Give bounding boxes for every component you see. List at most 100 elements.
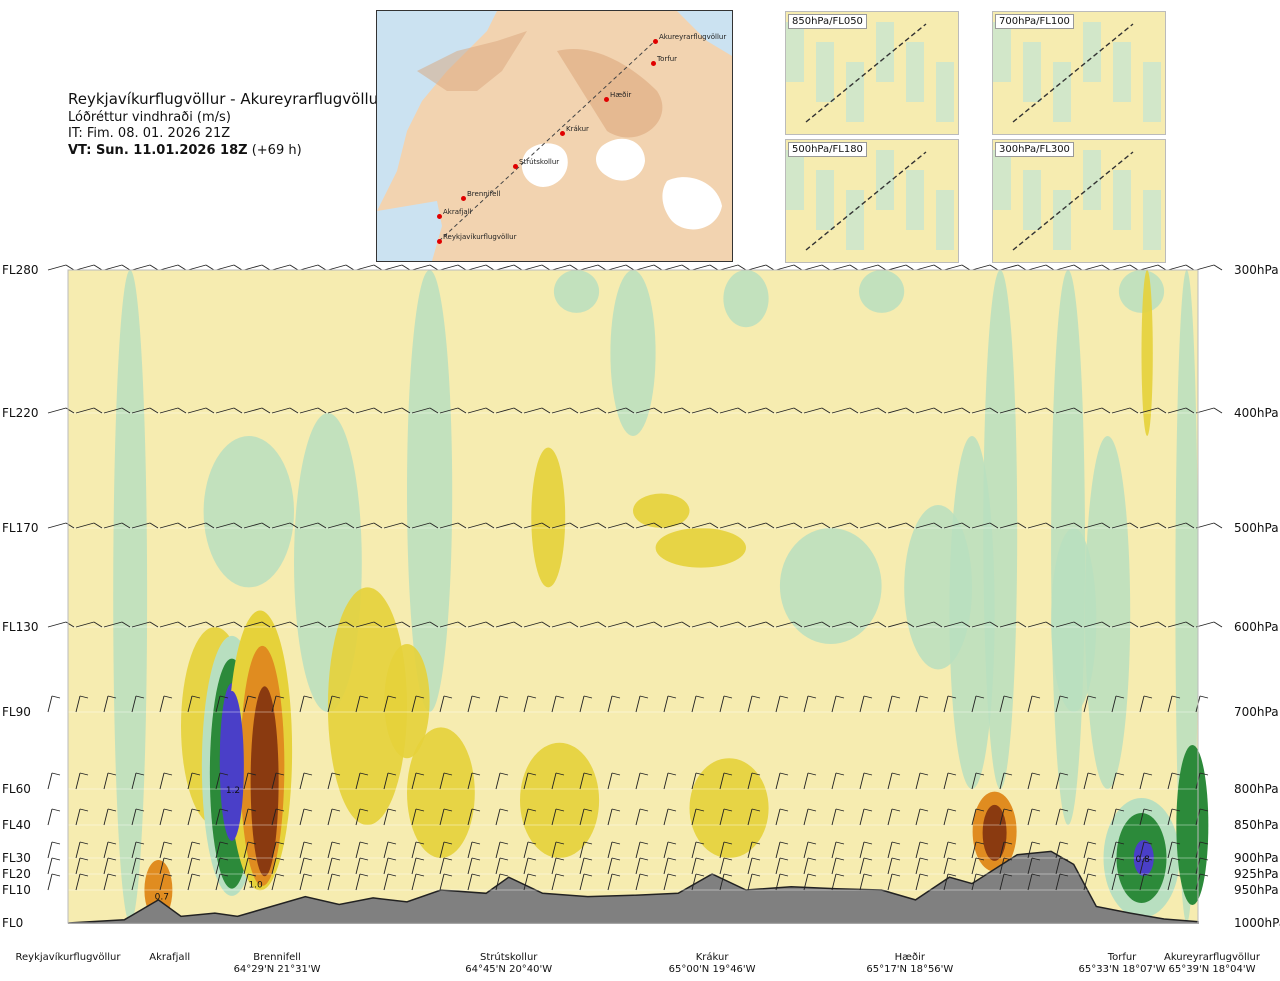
- wind-barb: [1139, 522, 1159, 529]
- valid-time-label: VT: Sun. 11.01.2026 18Z: [68, 143, 248, 158]
- plot-frame: [67, 269, 1199, 924]
- downdraft-region: [779, 528, 882, 644]
- wind-barb: [933, 522, 943, 529]
- wind-barb: [79, 873, 89, 877]
- wind-barb: [583, 841, 593, 845]
- wind-barb: [747, 873, 753, 891]
- wind-barb: [429, 407, 439, 414]
- map-point-marker: [437, 239, 442, 244]
- wind-barb: [877, 407, 887, 414]
- wind-barb: [919, 772, 929, 776]
- wind-barb: [635, 841, 641, 859]
- wind-barb: [383, 857, 389, 875]
- wind-barb: [467, 407, 487, 414]
- wind-barb: [331, 695, 341, 699]
- wind-barb: [831, 522, 851, 529]
- wind-barb: [383, 695, 389, 713]
- wind-barb: [163, 808, 173, 812]
- wind-barb: [775, 264, 795, 271]
- mini-map: 850hPa/FL050: [785, 11, 959, 135]
- contour-value-label: 0.7: [155, 892, 169, 902]
- wind-barb: [859, 841, 865, 859]
- wind-barb: [383, 522, 403, 529]
- wind-barb: [887, 264, 907, 271]
- wind-barb: [1045, 522, 1055, 529]
- wind-barb: [1143, 808, 1153, 812]
- wind-barb: [1139, 857, 1145, 875]
- wind-barb: [1083, 264, 1103, 271]
- wind-barb: [891, 841, 901, 845]
- wind-barb: [159, 808, 165, 826]
- wind-barb: [261, 621, 271, 628]
- wind-barb: [1045, 621, 1055, 628]
- wind-barb: [803, 522, 823, 529]
- wind-barb: [429, 264, 439, 271]
- wind-barb: [299, 522, 319, 529]
- wind-barb: [863, 841, 873, 845]
- wind-barb: [373, 407, 383, 414]
- wind-barb: [695, 857, 705, 861]
- pressure-level-label: 800hPa: [1234, 782, 1279, 796]
- wind-barb: [383, 808, 389, 826]
- wind-barb: [859, 873, 865, 891]
- wind-barb: [233, 407, 243, 414]
- wind-barb: [915, 873, 921, 891]
- wind-barb: [663, 808, 669, 826]
- map-point-label: Strútskollur: [519, 158, 560, 166]
- wind-barb: [915, 522, 935, 529]
- flight-level-label: FL20: [2, 867, 31, 881]
- wind-barb: [579, 621, 599, 628]
- map-point-label: Hæðir: [610, 91, 632, 99]
- updraft-region: [407, 727, 475, 858]
- wind-barb: [971, 857, 977, 875]
- wind-barb: [355, 621, 375, 628]
- wind-barb: [1115, 808, 1125, 812]
- wind-barb: [919, 857, 929, 861]
- wind-barb: [135, 772, 145, 776]
- mini-map-label: 300hPa/FL300: [995, 142, 1074, 157]
- wind-barb: [1111, 841, 1117, 859]
- wind-barb: [793, 407, 803, 414]
- wind-barb: [159, 407, 179, 414]
- wind-barb: [411, 772, 417, 790]
- wind-barb: [947, 873, 957, 877]
- wind-barb: [271, 841, 277, 859]
- wind-barb: [135, 695, 145, 699]
- wind-barb: [933, 621, 943, 628]
- wind-barb: [1083, 873, 1089, 891]
- wind-barb: [1139, 873, 1145, 891]
- wind-barb: [807, 772, 817, 776]
- wind-barb: [359, 695, 369, 699]
- wind-barb: [551, 857, 557, 875]
- wind-barb: [751, 873, 761, 877]
- wind-barb: [527, 857, 537, 861]
- wind-barb: [523, 772, 529, 790]
- wind-barb: [1101, 621, 1111, 628]
- wind-barb: [1157, 407, 1167, 414]
- wind-barb: [327, 621, 347, 628]
- wind-barb: [887, 841, 893, 859]
- wind-barb: [663, 841, 669, 859]
- wind-barb: [551, 407, 571, 414]
- wind-barb: [299, 772, 305, 790]
- wind-barb: [831, 264, 851, 271]
- wind-barb: [439, 522, 459, 529]
- wind-barb: [1143, 857, 1153, 861]
- wind-barb: [667, 841, 677, 845]
- map-point-label: Brennifell: [467, 190, 501, 198]
- wind-barb: [877, 522, 887, 529]
- wind-barb: [411, 522, 431, 529]
- wind-barb: [415, 695, 425, 699]
- wind-barb: [1199, 695, 1209, 699]
- wind-barb: [93, 621, 103, 628]
- pressure-level-label: 400hPa: [1234, 406, 1279, 420]
- wind-barb: [303, 772, 313, 776]
- wind-barb: [933, 264, 943, 271]
- wind-barb: [411, 841, 417, 859]
- wind-barb: [299, 621, 319, 628]
- wind-barb: [919, 873, 929, 877]
- wind-barb: [219, 772, 229, 776]
- wind-barb: [555, 808, 565, 812]
- wind-barb: [737, 522, 747, 529]
- wind-barb: [1115, 695, 1125, 699]
